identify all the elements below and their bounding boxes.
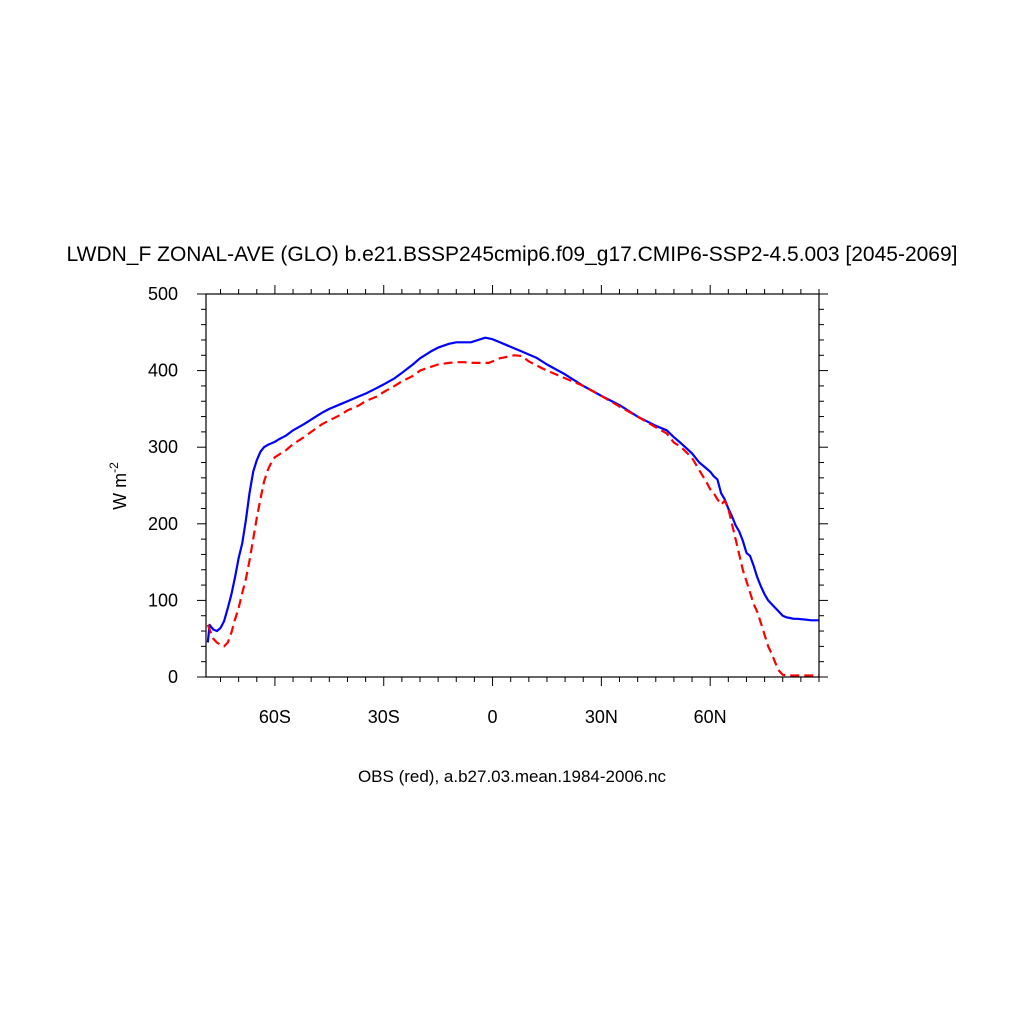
y-tick-label: 300 xyxy=(148,437,178,457)
y-axis-label-superscript: -2 xyxy=(107,462,121,473)
y-tick-label: 200 xyxy=(148,514,178,534)
series-line-2 xyxy=(206,354,819,677)
x-tick-label: 60N xyxy=(694,707,727,727)
series-line-1 xyxy=(206,336,819,643)
x-tick-label: 30N xyxy=(585,707,618,727)
plot-frame xyxy=(205,293,820,678)
y-tick-labels: 0 100 200 300 400 500 xyxy=(148,284,178,687)
y-tick-label: 400 xyxy=(148,361,178,381)
chart-caption: OBS (red), a.b27.03.mean.1984-2006.nc xyxy=(358,767,667,786)
x-tick-label: 30S xyxy=(368,707,400,727)
y-tick-label: 100 xyxy=(148,590,178,610)
x-tick-label: 60S xyxy=(259,707,291,727)
y-axis-label-main: W m xyxy=(110,473,130,510)
chart-title: LWDN_F ZONAL-AVE (GLO) b.e21.BSSP245cmip… xyxy=(67,243,958,266)
x-tick-labels: 60S 30S 0 30N 60N xyxy=(259,707,727,727)
y-tick-label: 0 xyxy=(168,667,178,687)
x-tick-label: 0 xyxy=(488,707,498,727)
series-layer xyxy=(206,336,819,677)
y-axis-label: W m-2 xyxy=(107,462,130,510)
tick-layer xyxy=(197,285,828,686)
plot-area xyxy=(197,285,828,686)
y-tick-label: 500 xyxy=(148,284,178,304)
